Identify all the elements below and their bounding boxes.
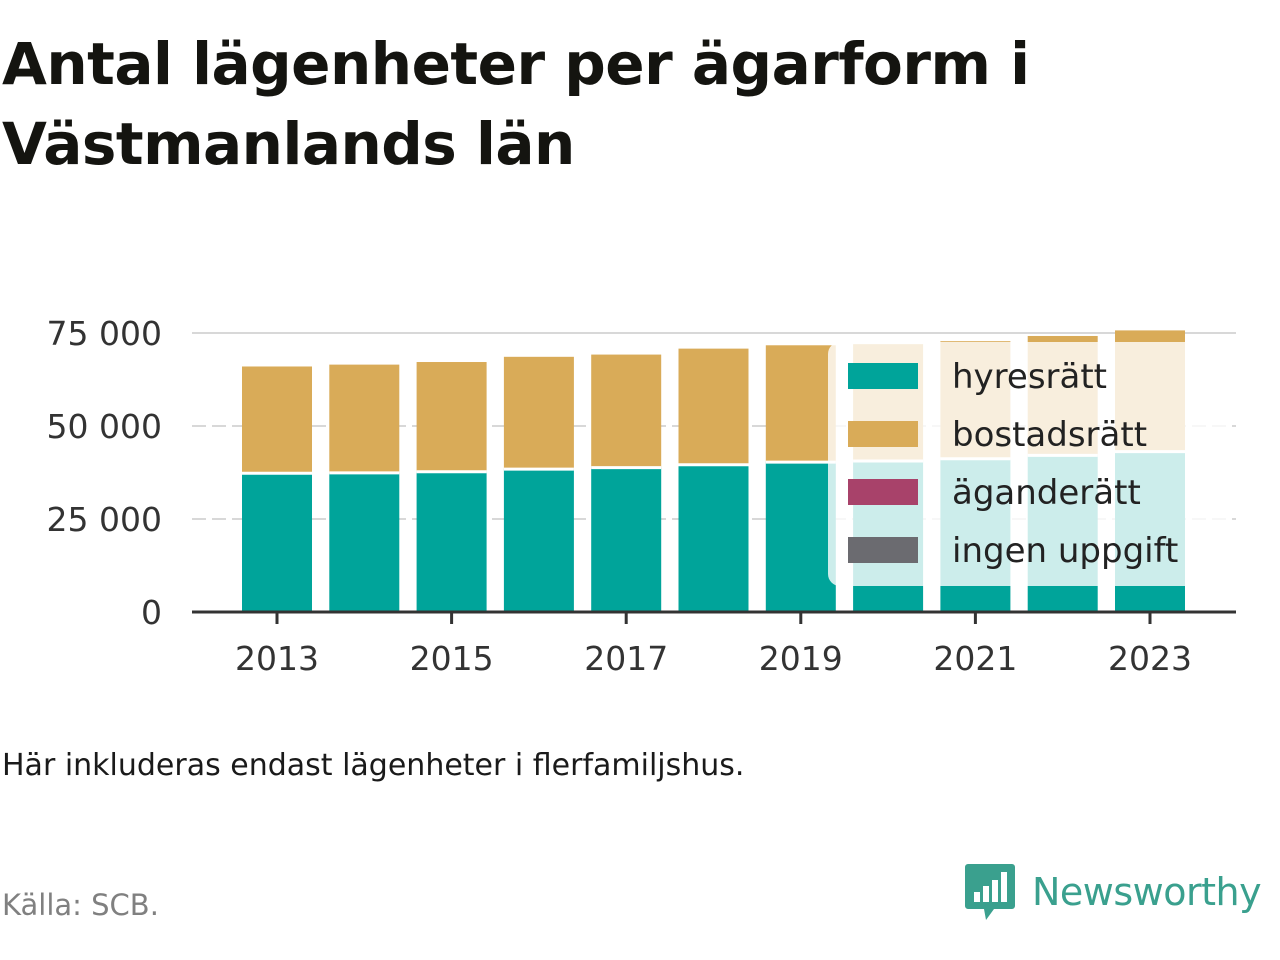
legend-swatch — [848, 421, 918, 447]
bar-segment-0 — [503, 469, 574, 612]
y-tick-label: 50 000 — [47, 407, 162, 446]
legend-label[interactable]: ingen uppgift — [952, 531, 1178, 571]
brand-name: Newsworthy — [1032, 870, 1262, 914]
legend-label[interactable]: bostadsrätt — [952, 415, 1147, 455]
y-tick-label: 75 000 — [47, 314, 162, 353]
bar-segment-1 — [678, 348, 749, 465]
x-axis — [192, 610, 1236, 624]
x-tick-label: 2023 — [1108, 639, 1192, 678]
x-tick-label: 2017 — [584, 639, 668, 678]
y-tick-label: 0 — [141, 593, 162, 632]
legend-label[interactable]: hyresrätt — [952, 357, 1107, 397]
bar-segment-1 — [765, 345, 836, 463]
legend-background — [828, 342, 1228, 586]
stacked-bar-chart: 0 25 000 50 000 75 000 2013 2015 2017 2019 2021… — [47, 314, 1236, 678]
x-tick-label: 2021 — [933, 639, 1017, 678]
legend-swatch — [848, 537, 918, 563]
x-axis-labels: 2013 2015 2017 2019 2021 2023 — [235, 639, 1192, 678]
chart-note: Här inkluderas endast lägenheter i flerf… — [2, 748, 745, 783]
brand-logo[interactable]: Newsworthy — [964, 862, 1262, 922]
bar-segment-0 — [416, 471, 487, 612]
bar-segment-1 — [591, 354, 662, 468]
bar-segment-0 — [242, 473, 312, 612]
bar-segment-0 — [329, 472, 400, 612]
bar-segment-1 — [416, 362, 487, 472]
y-tick-label: 25 000 — [47, 500, 162, 539]
chart-title: Antal lägenheter per ägarform i Västmanl… — [2, 30, 1030, 178]
bar-segment-0 — [765, 462, 836, 612]
y-axis-labels: 0 25 000 50 000 75 000 — [47, 314, 162, 632]
x-tick-label: 2019 — [759, 639, 843, 678]
x-tick-label: 2015 — [410, 639, 494, 678]
bar-segment-1 — [503, 356, 574, 470]
bar-segment-1 — [242, 366, 312, 474]
bar-segment-0 — [591, 467, 662, 612]
bar-chart-speech-bubble-icon — [965, 864, 1015, 920]
legend-swatch — [848, 479, 918, 505]
legend-swatch — [848, 363, 918, 389]
legend-label[interactable]: äganderätt — [952, 473, 1141, 513]
legend: hyresrätt bostadsrätt äganderätt ingen uppg… — [828, 342, 1228, 586]
source-credit: Källa: SCB. — [2, 888, 159, 922]
x-tick-label: 2013 — [235, 639, 319, 678]
bar-segment-0 — [678, 464, 749, 612]
bar-segment-1 — [329, 364, 400, 473]
